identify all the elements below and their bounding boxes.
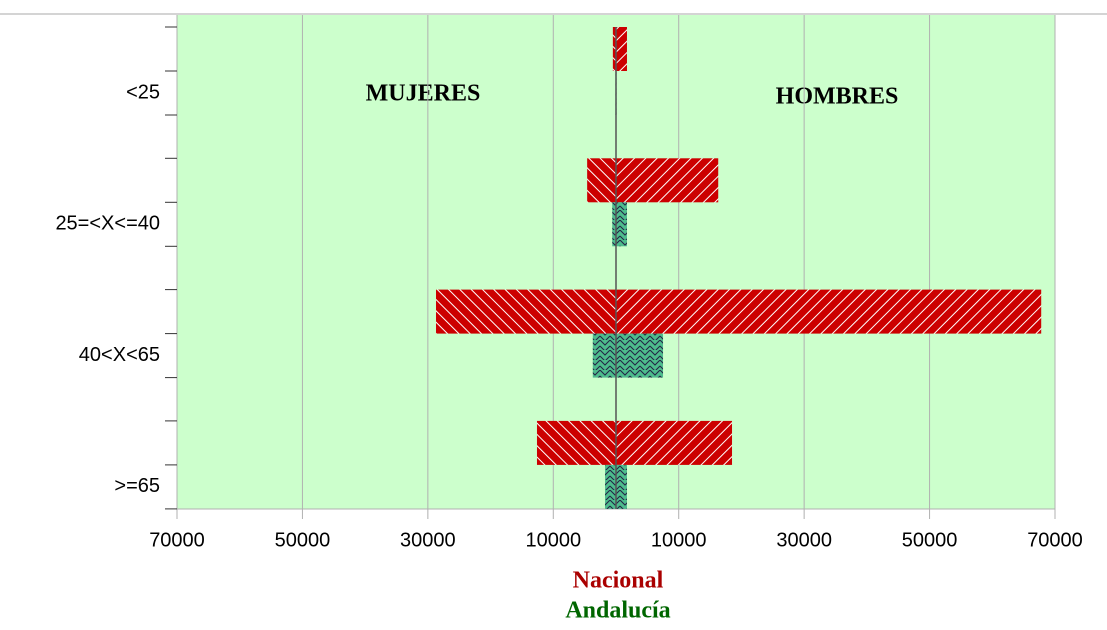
x-tick-label: 50000 [275, 529, 331, 551]
legend-label: Andalucía [565, 598, 670, 624]
y-tick-label: <25 [126, 81, 160, 103]
bar [536, 420, 616, 465]
bar [616, 289, 1042, 334]
bar [436, 289, 616, 334]
bar [616, 158, 719, 203]
bar [616, 333, 664, 378]
x-tick-label: 70000 [1027, 529, 1083, 551]
bar [612, 202, 616, 247]
bar [616, 420, 733, 465]
bar [612, 27, 616, 71]
bar [592, 333, 616, 378]
x-tick-label: 30000 [776, 529, 832, 551]
y-tick-label: >=65 [114, 475, 160, 497]
x-tick-label: 10000 [651, 529, 707, 551]
x-tick-label: 30000 [400, 529, 456, 551]
x-tick-label: 10000 [525, 529, 581, 551]
x-tick-label: 50000 [902, 529, 958, 551]
bar [587, 158, 616, 203]
legend-label: Nacional [573, 568, 664, 594]
bar [616, 27, 627, 71]
y-tick-label: 25=<X<=40 [55, 213, 160, 235]
x-tick-label: 70000 [149, 529, 205, 551]
annotation: MUJERES [366, 81, 481, 107]
bar [605, 464, 616, 509]
annotation: HOMBRES [776, 84, 899, 110]
bar [616, 464, 627, 509]
y-tick-label: 40<X<65 [79, 344, 160, 366]
bar [616, 202, 627, 247]
